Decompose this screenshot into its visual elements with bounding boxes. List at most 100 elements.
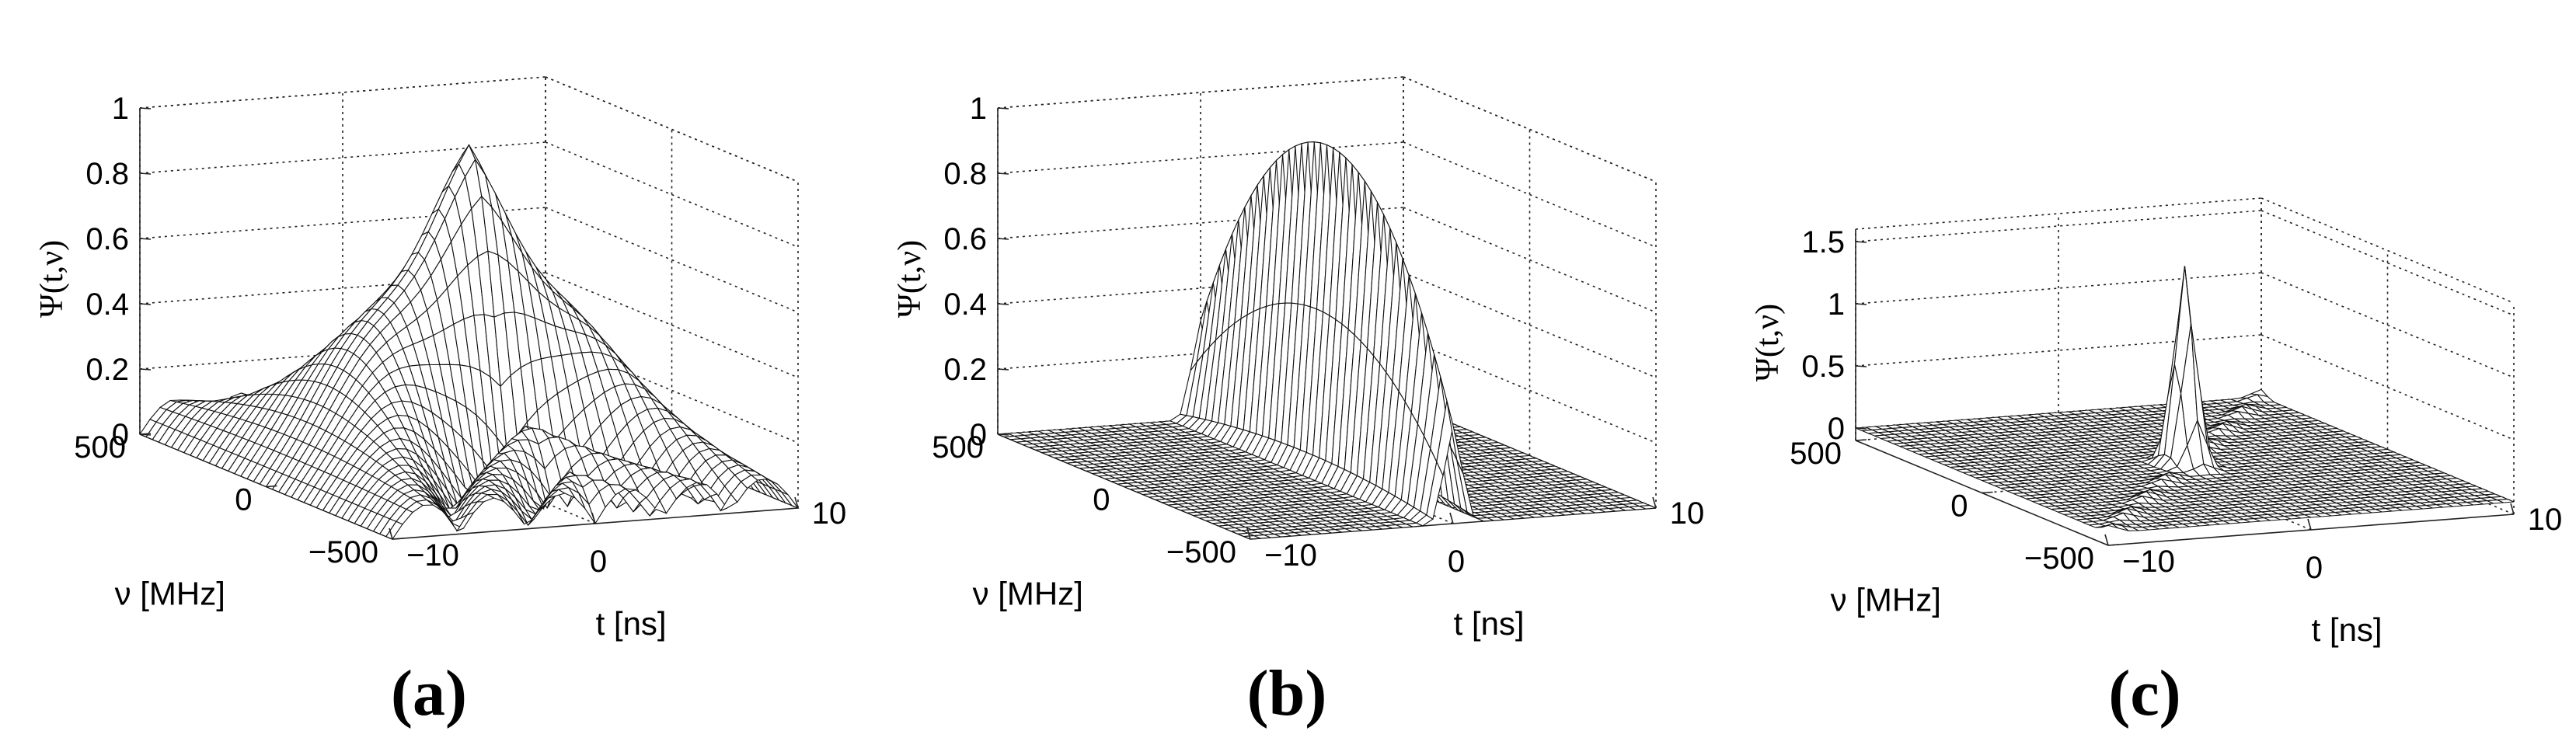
t-tick xyxy=(591,512,596,524)
z-tick-label: 0.8 xyxy=(85,157,129,191)
z-tick-labels: 00.511.5 xyxy=(1801,225,1867,446)
panel-label: (b) xyxy=(1247,657,1327,729)
t-tick xyxy=(794,496,799,509)
nu-tick-label: −500 xyxy=(1166,535,1236,569)
panel-label: (c) xyxy=(2108,657,2180,729)
t-tick xyxy=(1652,496,1657,509)
z-gridline xyxy=(2261,334,2515,440)
t-axis-label: t [ns] xyxy=(1454,605,1525,642)
t-tick-labels: −10 010 xyxy=(389,496,846,579)
z-tick-label: 0.5 xyxy=(1801,350,1845,384)
nu-tick-label: 0 xyxy=(1950,489,1968,524)
nu-tick-label: 0 xyxy=(235,483,252,517)
z-gridline xyxy=(545,141,799,248)
z-tick-label: 1 xyxy=(970,92,987,126)
t-tick-label: 0 xyxy=(2306,551,2323,585)
z-tick-label: 0.6 xyxy=(943,222,987,256)
z-tick xyxy=(139,238,152,240)
z-tick xyxy=(139,368,152,371)
z-tick-label: 0.2 xyxy=(943,353,987,387)
box-edge xyxy=(545,76,799,183)
z-tick xyxy=(1855,365,1867,367)
z-tick-label: 0.4 xyxy=(943,287,987,322)
t-tick-label: 10 xyxy=(2528,503,2563,537)
z-tick-label: 1.5 xyxy=(1801,225,1845,259)
z-gridline xyxy=(1403,272,1657,378)
t-tick xyxy=(2307,518,2312,531)
t-tick xyxy=(1246,527,1251,540)
axis-box xyxy=(139,76,799,540)
z-tick xyxy=(997,368,1009,371)
z-tick-label: 0 xyxy=(970,418,987,452)
z-gridline xyxy=(545,272,799,378)
z-gridline xyxy=(545,207,799,313)
nu-tick-label: 500 xyxy=(74,430,126,465)
nu-tick-label: 0 xyxy=(1093,483,1110,517)
z-tick xyxy=(139,107,152,110)
nu-tick-label: 500 xyxy=(1790,437,1842,471)
surface-mesh xyxy=(1855,266,2515,531)
z-tick-label: 0.2 xyxy=(85,353,129,387)
nu-axis-label: ν [MHz] xyxy=(973,575,1083,611)
nu-tick xyxy=(139,433,152,435)
nu-tick-label: −500 xyxy=(308,535,378,569)
panel-label: (a) xyxy=(391,657,467,729)
surface-facet xyxy=(1639,505,1657,510)
z-tick-labels: 0 0.2 0.4 0.6 0.8 1 xyxy=(943,92,1009,452)
t-tick xyxy=(2510,503,2515,515)
z-gridline xyxy=(2261,210,2515,316)
z-tick xyxy=(139,172,152,175)
t-tick-label: 10 xyxy=(812,496,847,531)
z-tick-label: 0.4 xyxy=(85,287,129,322)
z-tick xyxy=(997,107,1009,110)
z-gridline xyxy=(2261,272,2515,378)
t-tick xyxy=(1449,512,1454,524)
nu-axis-label: ν [MHz] xyxy=(115,575,225,611)
box-edge xyxy=(2261,197,2515,304)
surface-facet xyxy=(780,490,800,510)
t-axis-label: t [ns] xyxy=(596,605,667,642)
t-tick-label: −10 xyxy=(2122,545,2175,579)
z-tick xyxy=(997,303,1009,305)
t-tick-label: 0 xyxy=(1448,545,1465,579)
z-gridline xyxy=(1403,337,1657,444)
z-axis-label: Ψ(t,ν) xyxy=(892,240,928,318)
z-tick xyxy=(997,238,1009,240)
z-tick-label: 0 xyxy=(112,418,129,452)
z-tick xyxy=(139,303,152,305)
nu-tick xyxy=(1124,485,1135,488)
nu-tick xyxy=(997,433,1009,435)
t-tick-label: −10 xyxy=(1264,538,1317,573)
z-gridline xyxy=(1403,141,1657,248)
t-tick xyxy=(389,527,393,540)
z-axis-label: Ψ(t,ν) xyxy=(34,240,70,318)
nu-tick-labels: −500 0 500 xyxy=(932,430,1262,569)
t-tick-label: −10 xyxy=(406,538,459,573)
nu-tick xyxy=(392,538,404,540)
z-tick-labels: 0 0.2 0.4 0.6 0.8 1 xyxy=(85,92,152,452)
z-tick xyxy=(997,172,1009,175)
t-tick-labels: −10 0 10 xyxy=(1246,496,1705,579)
t-axis-label: t [ns] xyxy=(2312,611,2383,648)
z-tick-label: 1 xyxy=(112,92,129,126)
nu-tick xyxy=(1250,538,1262,540)
z-tick-label: 0.8 xyxy=(943,157,987,191)
floor-gridline xyxy=(342,418,596,524)
z-axis-label: Ψ(t,ν) xyxy=(1750,304,1786,381)
z-gridline xyxy=(1403,207,1657,313)
z-tick xyxy=(1855,303,1867,305)
nu-tick-labels: −500 0 500 xyxy=(74,430,404,569)
t-tick-label: 10 xyxy=(1670,496,1705,531)
nu-tick xyxy=(266,485,277,488)
surface-mesh xyxy=(139,144,800,540)
z-tick-label: 0.6 xyxy=(85,222,129,256)
nu-tick-label: 500 xyxy=(932,430,984,465)
z-tick xyxy=(1855,427,1867,430)
box-edge xyxy=(1403,76,1657,183)
nu-axis-label: ν [MHz] xyxy=(1831,581,1941,618)
z-tick-label: 1 xyxy=(1828,287,1845,322)
